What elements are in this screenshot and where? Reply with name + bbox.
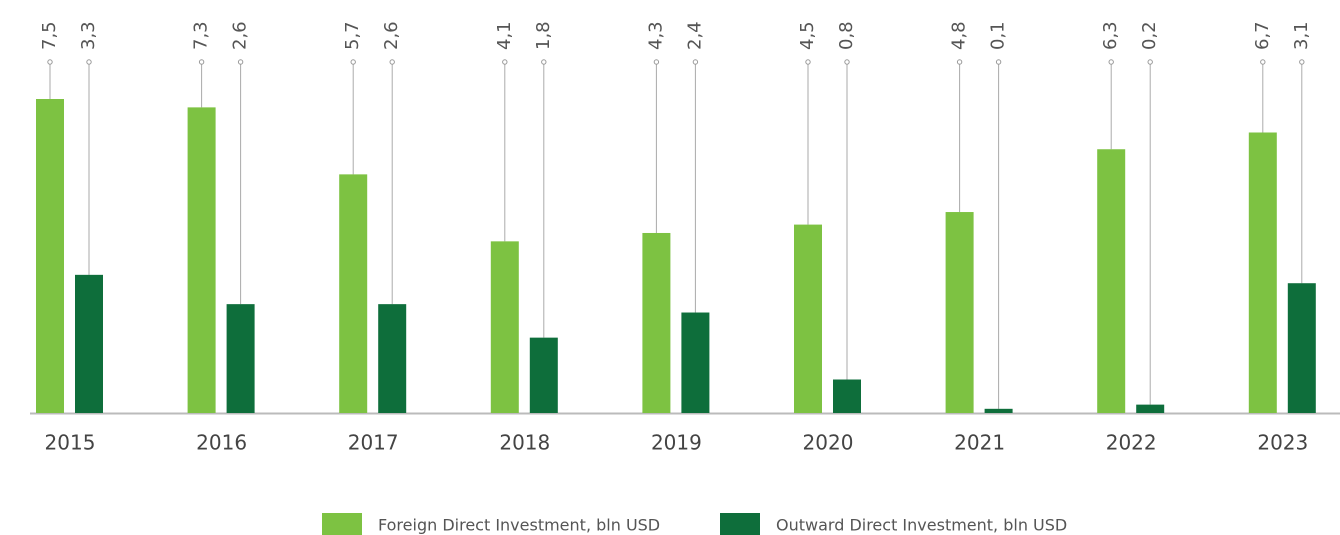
- legend-label: Outward Direct Investment, bln USD: [776, 516, 1067, 535]
- value-label: 6,3: [1100, 21, 1121, 50]
- value-label: 2,6: [381, 21, 402, 50]
- value-label: 4,1: [494, 21, 515, 50]
- leader-dot: [350, 59, 356, 65]
- bar: [945, 212, 974, 413]
- leader-dot: [237, 59, 244, 65]
- bar: [490, 241, 519, 413]
- legend-label: Foreign Direct Investment, bln USD: [378, 516, 660, 535]
- bar: [529, 337, 558, 413]
- legend-swatch: [322, 513, 362, 535]
- value-label: 0,2: [1139, 21, 1160, 50]
- value-label: 1,8: [533, 21, 554, 50]
- value-label: 2,4: [684, 21, 705, 50]
- leader-dot: [995, 59, 1002, 65]
- value-label: 5,7: [342, 21, 363, 50]
- value-label: 4,5: [797, 21, 818, 50]
- bar: [833, 379, 861, 413]
- bar: [1097, 149, 1126, 414]
- bar: [1287, 283, 1316, 413]
- value-label: 3,3: [78, 21, 99, 50]
- leader-dot: [502, 59, 508, 65]
- value-label: 2,6: [230, 21, 251, 50]
- leader-dot: [844, 59, 850, 65]
- leader-dot: [1108, 59, 1114, 65]
- leader-dot: [956, 59, 963, 65]
- value-label: 0,8: [836, 21, 857, 50]
- leader-dot: [47, 59, 53, 65]
- x-tick-label: 2022: [1106, 431, 1157, 455]
- bar: [187, 107, 216, 413]
- value-label: 4,3: [645, 21, 666, 50]
- x-tick-label: 2019: [651, 431, 702, 455]
- bar: [984, 408, 1013, 413]
- bar: [36, 99, 64, 413]
- x-tick-label: 2018: [499, 431, 550, 455]
- value-label: 7,3: [191, 21, 212, 50]
- leader-dot: [198, 59, 205, 65]
- leader-dot: [805, 59, 811, 65]
- x-tick-label: 2021: [954, 431, 1005, 455]
- bar: [642, 232, 671, 413]
- value-label: 0,1: [988, 21, 1009, 50]
- leader-dot: [692, 59, 699, 65]
- bar: [339, 174, 368, 413]
- value-label: 6,7: [1252, 21, 1273, 50]
- leader-dot: [1299, 59, 1305, 65]
- leader-dot: [1260, 59, 1266, 65]
- value-label: 3,1: [1291, 21, 1312, 50]
- x-tick-label: 2015: [45, 431, 96, 455]
- x-tick-label: 2016: [196, 431, 247, 455]
- leader-dot: [1147, 59, 1153, 65]
- bar: [1248, 132, 1277, 413]
- bar: [794, 224, 822, 413]
- bar: [226, 304, 255, 413]
- bar: [1136, 404, 1165, 413]
- legend-swatch: [720, 513, 760, 535]
- value-label: 7,5: [39, 21, 60, 50]
- bar: [75, 274, 103, 413]
- leader-dot: [653, 59, 660, 65]
- x-tick-label: 2023: [1257, 431, 1308, 455]
- leader-dot: [86, 59, 92, 65]
- bar: [378, 304, 407, 413]
- x-tick-label: 2020: [803, 431, 854, 455]
- bar: [681, 312, 710, 413]
- value-label: 4,8: [949, 21, 970, 50]
- x-tick-label: 2017: [348, 431, 399, 455]
- leader-dot: [541, 59, 547, 65]
- leader-dot: [389, 59, 395, 65]
